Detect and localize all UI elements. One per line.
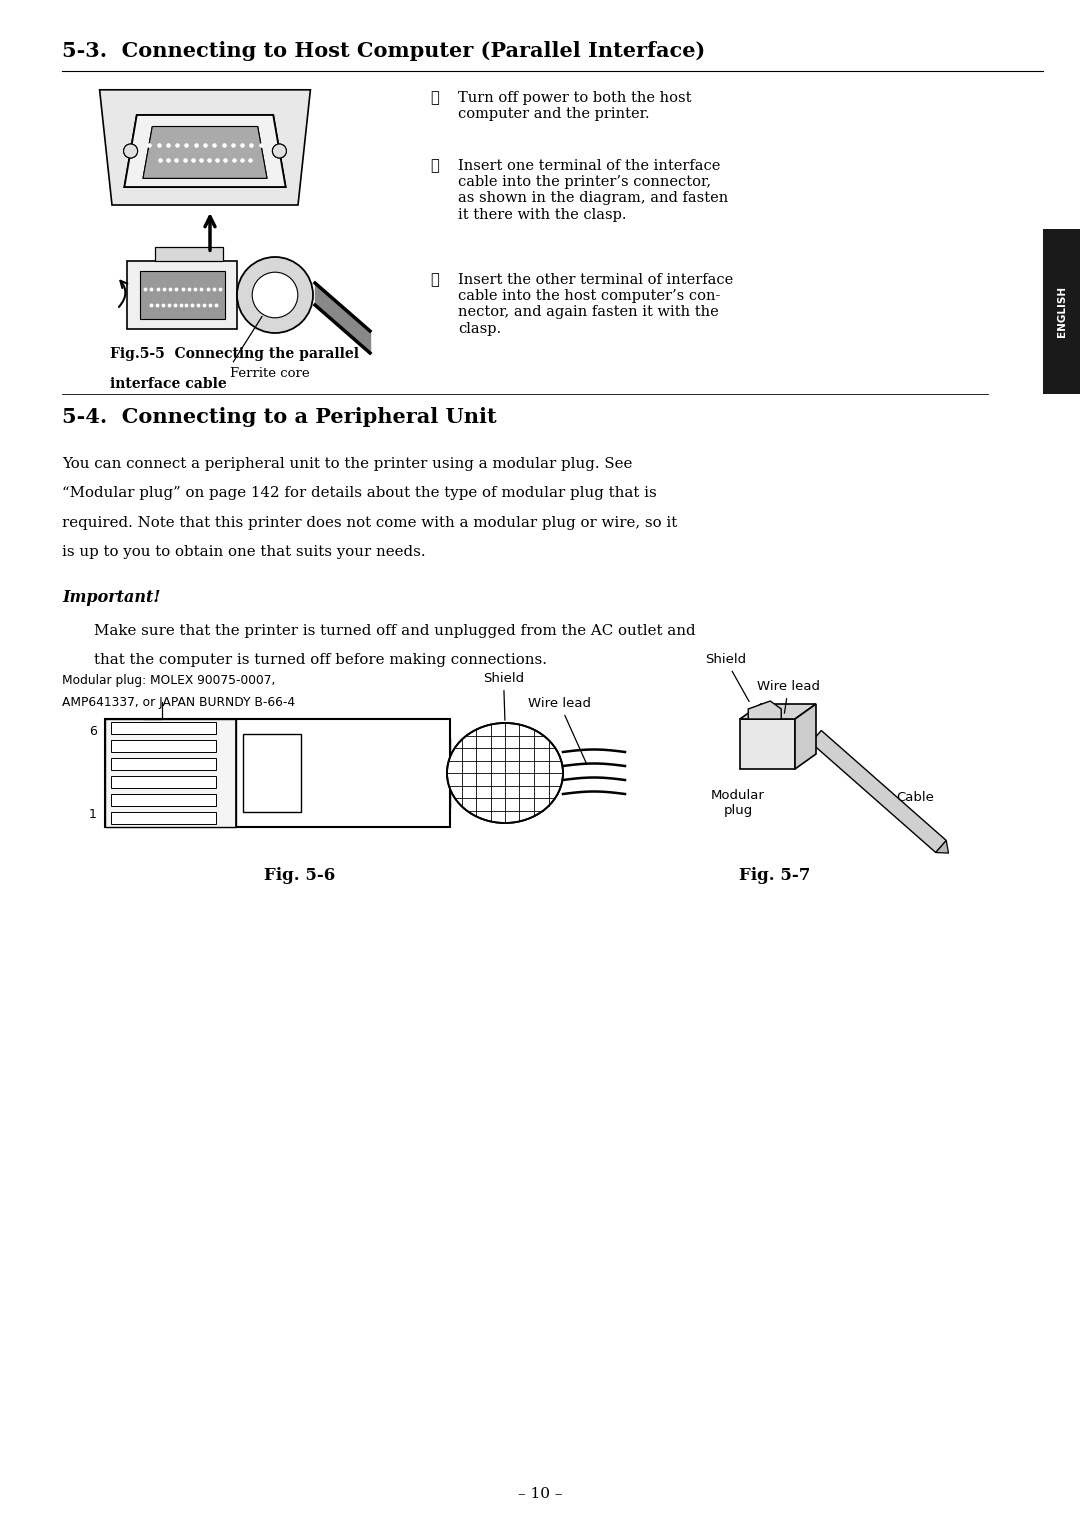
- Polygon shape: [140, 271, 225, 320]
- Text: Modular plug: MOLEX 90075-0007,: Modular plug: MOLEX 90075-0007,: [62, 674, 275, 687]
- Circle shape: [123, 144, 137, 157]
- Text: Wire lead: Wire lead: [757, 680, 820, 713]
- Bar: [105, 719, 237, 827]
- Polygon shape: [740, 703, 816, 719]
- Text: AMP641337, or JAPAN BURNDY B-66-4: AMP641337, or JAPAN BURNDY B-66-4: [62, 696, 295, 709]
- Text: ENGLISH: ENGLISH: [1056, 286, 1067, 336]
- Text: 6: 6: [90, 725, 97, 739]
- Text: ③: ③: [430, 274, 438, 287]
- Ellipse shape: [253, 272, 298, 318]
- Circle shape: [123, 144, 137, 157]
- Polygon shape: [156, 248, 222, 261]
- Polygon shape: [143, 127, 267, 179]
- Text: is up to you to obtain one that suits your needs.: is up to you to obtain one that suits yo…: [62, 546, 426, 560]
- Text: 5-3.  Connecting to Host Computer (Parallel Interface): 5-3. Connecting to Host Computer (Parall…: [62, 41, 705, 61]
- Bar: [105, 719, 450, 827]
- Text: Shield: Shield: [705, 653, 750, 702]
- Bar: [447, 739, 450, 809]
- Circle shape: [272, 144, 286, 157]
- Text: Important!: Important!: [62, 589, 160, 605]
- Text: required. Note that this printer does not come with a modular plug or wire, so i: required. Note that this printer does no…: [62, 515, 677, 531]
- Bar: [1043, 229, 1080, 394]
- Ellipse shape: [237, 257, 313, 333]
- Text: Turn off power to both the host
computer and the printer.: Turn off power to both the host computer…: [458, 92, 691, 121]
- Polygon shape: [748, 700, 781, 719]
- Text: Cable: Cable: [896, 792, 934, 804]
- Text: Fig. 5-6: Fig. 5-6: [265, 867, 336, 884]
- Bar: [111, 758, 216, 769]
- Polygon shape: [811, 731, 946, 853]
- Text: ②: ②: [430, 159, 438, 173]
- Polygon shape: [124, 115, 285, 187]
- Polygon shape: [795, 703, 816, 769]
- Polygon shape: [143, 127, 267, 179]
- Circle shape: [272, 144, 286, 157]
- Text: Fig.5-5  Connecting the parallel: Fig.5-5 Connecting the parallel: [110, 347, 359, 361]
- Text: You can connect a peripheral unit to the printer using a modular plug. See: You can connect a peripheral unit to the…: [62, 457, 633, 471]
- Text: Wire lead: Wire lead: [528, 697, 591, 764]
- Text: Shield: Shield: [483, 673, 524, 720]
- Text: Ferrite core: Ferrite core: [230, 317, 310, 381]
- Bar: [111, 794, 216, 806]
- Text: Modular
plug: Modular plug: [711, 789, 765, 816]
- Polygon shape: [124, 115, 285, 187]
- Bar: [111, 722, 216, 734]
- Polygon shape: [127, 261, 237, 329]
- Text: Insert the other terminal of interface
cable into the host computer’s con-
necto: Insert the other terminal of interface c…: [458, 274, 733, 335]
- Text: interface cable: interface cable: [110, 378, 227, 391]
- Bar: [111, 777, 216, 787]
- Text: ①: ①: [430, 92, 438, 106]
- Text: – 10 –: – 10 –: [517, 1488, 563, 1501]
- Ellipse shape: [447, 723, 563, 823]
- Text: Fig. 5-7: Fig. 5-7: [740, 867, 811, 884]
- Text: that the computer is turned off before making connections.: that the computer is turned off before m…: [94, 653, 546, 668]
- Text: Make sure that the printer is turned off and unplugged from the AC outlet and: Make sure that the printer is turned off…: [94, 624, 696, 638]
- Bar: [243, 734, 301, 812]
- Text: Insert one terminal of the interface
cable into the printer’s connector,
as show: Insert one terminal of the interface cab…: [458, 159, 728, 222]
- Text: “Modular plug” on page 142 for details about the type of modular plug that is: “Modular plug” on page 142 for details a…: [62, 486, 657, 500]
- Text: 1: 1: [90, 807, 97, 821]
- Polygon shape: [935, 841, 948, 853]
- Text: 5-4.  Connecting to a Peripheral Unit: 5-4. Connecting to a Peripheral Unit: [62, 407, 497, 427]
- Bar: [111, 812, 216, 824]
- Polygon shape: [740, 719, 795, 769]
- Bar: [111, 740, 216, 752]
- Polygon shape: [99, 90, 310, 205]
